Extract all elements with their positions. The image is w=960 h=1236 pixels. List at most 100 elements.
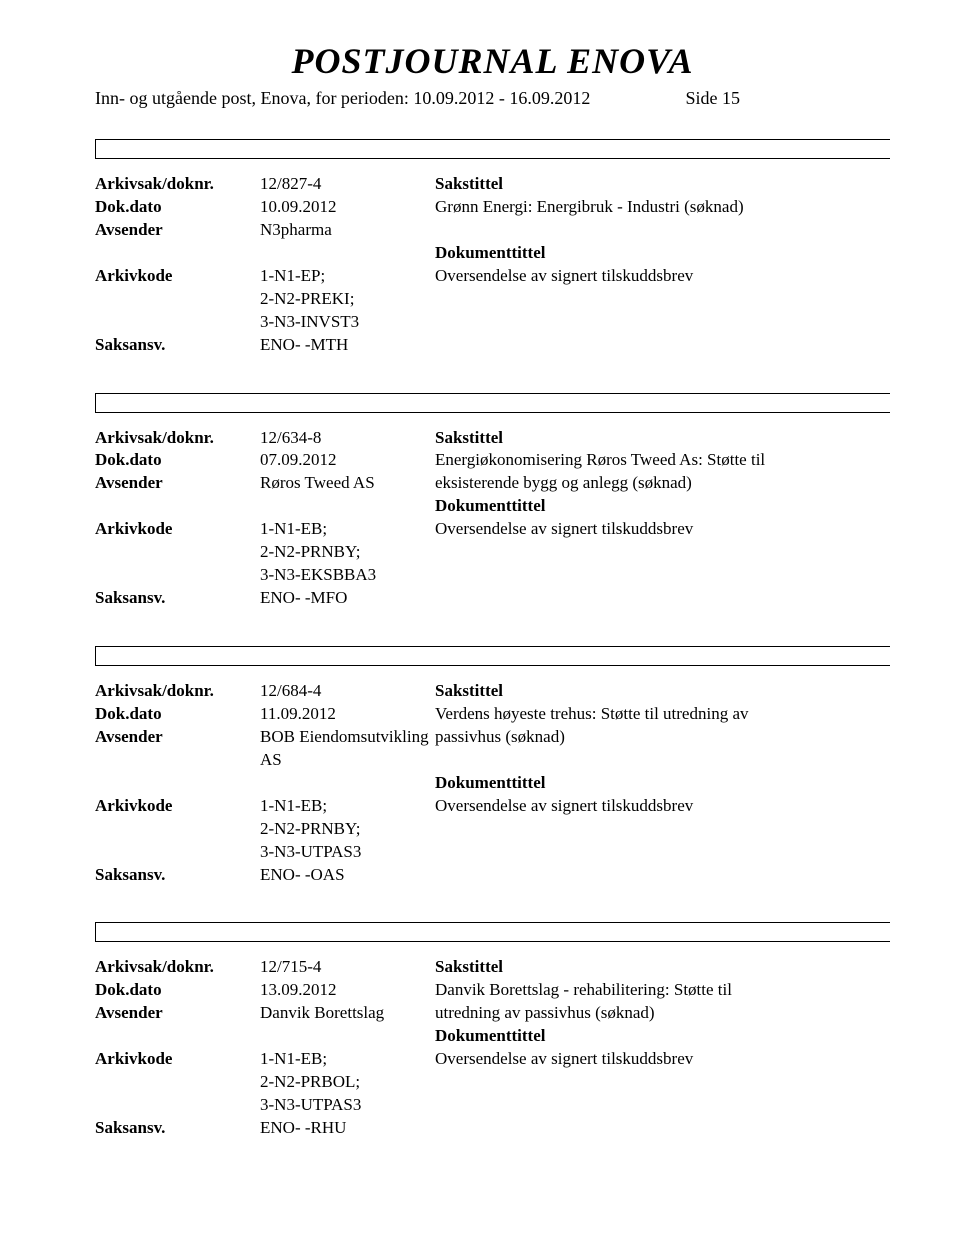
case-row: Saksansv.ENO- -OAS — [95, 864, 890, 887]
label-sakstittel: Sakstittel — [435, 680, 890, 703]
value-arkivkode: 2-N2-PRBOL; — [260, 1071, 435, 1094]
label-arkivkode: Arkivkode — [95, 1048, 260, 1071]
case-row: Dok.dato11.09.2012Verdens høyeste trehus… — [95, 703, 890, 726]
value-sakstittel: Danvik Borettslag - rehabilitering: Støt… — [435, 979, 890, 1002]
page-number: Side 15 — [685, 88, 740, 109]
case-row: Arkivsak/doknr.12/634-8Sakstittel — [95, 427, 890, 450]
case-row: Dokumenttittel — [95, 1025, 890, 1048]
value-arkivsak: 12/715-4 — [260, 956, 435, 979]
case-row: 2-N2-PRNBY; — [95, 818, 890, 841]
label-arkivkode: Arkivkode — [95, 265, 260, 288]
case-row: 3-N3-UTPAS3 — [95, 1094, 890, 1117]
case-row: Arkivkode1-N1-EP;Oversendelse av signert… — [95, 265, 890, 288]
label-dokumenttittel: Dokumenttittel — [435, 772, 890, 795]
value-dokdato: 10.09.2012 — [260, 196, 435, 219]
case-block: Arkivsak/doknr.12/634-8SakstittelDok.dat… — [95, 393, 890, 611]
value-sakstittel: Grønn Energi: Energibruk - Industri (søk… — [435, 196, 890, 219]
case-row: 3-N3-INVST3 — [95, 311, 890, 334]
value-arkivsak: 12/827-4 — [260, 173, 435, 196]
case-row: Dokumenttittel — [95, 242, 890, 265]
value-dokdato: 13.09.2012 — [260, 979, 435, 1002]
case-row: AvsenderBOB Eiendomsutvikling ASpassivhu… — [95, 726, 890, 772]
page: POSTJOURNAL ENOVA Inn- og utgående post,… — [0, 0, 960, 1236]
case-row: Dok.dato07.09.2012Energiøkonomisering Rø… — [95, 449, 890, 472]
case-row: Arkivkode1-N1-EB;Oversendelse av signert… — [95, 795, 890, 818]
label-arkivkode: Arkivkode — [95, 795, 260, 818]
case-row: 3-N3-UTPAS3 — [95, 841, 890, 864]
label-arkivkode: Arkivkode — [95, 518, 260, 541]
label-avsender: Avsender — [95, 726, 260, 749]
value-saksansv: ENO- -MTH — [260, 334, 435, 357]
value-saksansv: ENO- -RHU — [260, 1117, 435, 1140]
label-sakstittel: Sakstittel — [435, 956, 890, 979]
value-arkivkode: 2-N2-PRNBY; — [260, 541, 435, 564]
label-arkivsak: Arkivsak/doknr. — [95, 173, 260, 196]
case-row: Dokumenttittel — [95, 495, 890, 518]
value-sakstittel-cont: utredning av passivhus (søknad) — [435, 1002, 890, 1025]
case-row: Arkivsak/doknr.12/684-4Sakstittel — [95, 680, 890, 703]
case-row: AvsenderN3pharma — [95, 219, 890, 242]
case-row: AvsenderDanvik Borettslagutredning av pa… — [95, 1002, 890, 1025]
value-arkivkode: 3-N3-INVST3 — [260, 311, 435, 334]
value-arkivsak: 12/634-8 — [260, 427, 435, 450]
label-arkivsak: Arkivsak/doknr. — [95, 956, 260, 979]
case-row: Dok.dato13.09.2012Danvik Borettslag - re… — [95, 979, 890, 1002]
case-block: Arkivsak/doknr.12/715-4SakstittelDok.dat… — [95, 922, 890, 1140]
value-sakstittel-cont: eksisterende bygg og anlegg (søknad) — [435, 472, 890, 495]
value-dokdato: 11.09.2012 — [260, 703, 435, 726]
value-dokumenttittel: Oversendelse av signert tilskuddsbrev — [435, 265, 890, 288]
period-line: Inn- og utgående post, Enova, for period… — [95, 88, 590, 109]
value-dokumenttittel: Oversendelse av signert tilskuddsbrev — [435, 1048, 890, 1071]
value-arkivkode: 1-N1-EB; — [260, 1048, 435, 1071]
label-saksansv: Saksansv. — [95, 334, 260, 357]
case-row: AvsenderRøros Tweed ASeksisterende bygg … — [95, 472, 890, 495]
case-row: 2-N2-PRNBY; — [95, 541, 890, 564]
case-row: Arkivsak/doknr.12/715-4Sakstittel — [95, 956, 890, 979]
label-arkivsak: Arkivsak/doknr. — [95, 680, 260, 703]
value-arkivkode: 3-N3-EKSBBA3 — [260, 564, 435, 587]
value-sakstittel: Verdens høyeste trehus: Støtte til utred… — [435, 703, 890, 726]
case-row: Dok.dato10.09.2012Grønn Energi: Energibr… — [95, 196, 890, 219]
label-saksansv: Saksansv. — [95, 1117, 260, 1140]
subhead-row: Inn- og utgående post, Enova, for period… — [95, 88, 890, 109]
value-saksansv: ENO- -OAS — [260, 864, 435, 887]
value-avsender: Danvik Borettslag — [260, 1002, 435, 1025]
case-block: Arkivsak/doknr.12/684-4SakstittelDok.dat… — [95, 646, 890, 886]
case-divider — [95, 922, 890, 942]
case-row: Saksansv.ENO- -MTH — [95, 334, 890, 357]
label-dokdato: Dok.dato — [95, 979, 260, 1002]
case-divider — [95, 393, 890, 413]
label-sakstittel: Sakstittel — [435, 173, 890, 196]
case-row: Dokumenttittel — [95, 772, 890, 795]
case-divider — [95, 139, 890, 159]
value-arkivkode: 1-N1-EP; — [260, 265, 435, 288]
case-row: Arkivkode1-N1-EB;Oversendelse av signert… — [95, 518, 890, 541]
value-arkivkode: 1-N1-EB; — [260, 795, 435, 818]
case-divider — [95, 646, 890, 666]
case-row: Arkivsak/doknr.12/827-4Sakstittel — [95, 173, 890, 196]
label-dokumenttittel: Dokumenttittel — [435, 495, 890, 518]
value-dokdato: 07.09.2012 — [260, 449, 435, 472]
value-sakstittel: Energiøkonomisering Røros Tweed As: Støt… — [435, 449, 890, 472]
label-dokdato: Dok.dato — [95, 449, 260, 472]
value-arkivkode: 3-N3-UTPAS3 — [260, 1094, 435, 1117]
value-arkivkode: 2-N2-PREKI; — [260, 288, 435, 311]
case-row: 3-N3-EKSBBA3 — [95, 564, 890, 587]
value-arkivkode: 3-N3-UTPAS3 — [260, 841, 435, 864]
label-saksansv: Saksansv. — [95, 864, 260, 887]
case-row: Saksansv.ENO- -RHU — [95, 1117, 890, 1140]
value-arkivkode: 2-N2-PRNBY; — [260, 818, 435, 841]
value-avsender: BOB Eiendomsutvikling AS — [260, 726, 435, 772]
value-arkivsak: 12/684-4 — [260, 680, 435, 703]
label-dokumenttittel: Dokumenttittel — [435, 1025, 890, 1048]
label-dokumenttittel: Dokumenttittel — [435, 242, 890, 265]
cases-container: Arkivsak/doknr.12/827-4SakstittelDok.dat… — [95, 139, 890, 1140]
masthead-title: POSTJOURNAL ENOVA — [95, 40, 890, 82]
label-avsender: Avsender — [95, 1002, 260, 1025]
case-row: 2-N2-PRBOL; — [95, 1071, 890, 1094]
value-avsender: Røros Tweed AS — [260, 472, 435, 495]
label-avsender: Avsender — [95, 472, 260, 495]
label-saksansv: Saksansv. — [95, 587, 260, 610]
value-saksansv: ENO- -MFO — [260, 587, 435, 610]
case-block: Arkivsak/doknr.12/827-4SakstittelDok.dat… — [95, 139, 890, 357]
